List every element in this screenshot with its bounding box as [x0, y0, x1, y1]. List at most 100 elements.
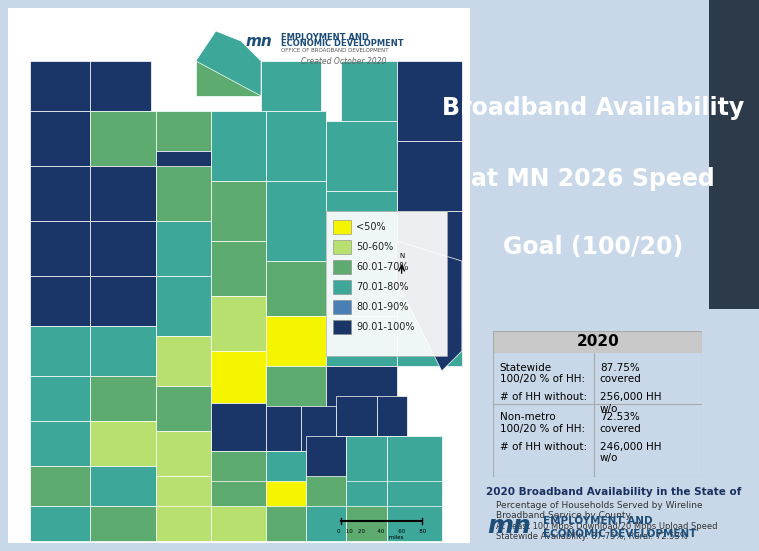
Bar	[261, 61, 321, 111]
Text: N: N	[399, 253, 405, 259]
Bar	[397, 211, 462, 281]
Bar	[90, 326, 156, 376]
Bar	[211, 451, 266, 499]
Bar	[156, 336, 211, 386]
Bar	[266, 506, 306, 541]
Bar	[266, 181, 326, 261]
Text: mn: mn	[246, 34, 272, 48]
Text: mn: mn	[487, 514, 531, 538]
Text: 87.75%: 87.75%	[600, 363, 640, 372]
Text: Created October 2020: Created October 2020	[301, 57, 386, 66]
Bar	[397, 321, 462, 366]
Bar	[333, 220, 351, 234]
Bar	[30, 61, 90, 111]
Bar	[30, 326, 90, 376]
Polygon shape	[397, 241, 462, 371]
Text: 90.01-100%: 90.01-100%	[357, 322, 415, 332]
Bar	[211, 241, 266, 296]
Text: 60.01-70%: 60.01-70%	[357, 262, 409, 272]
Bar	[211, 181, 266, 241]
Bar	[326, 121, 397, 191]
Text: Percentage of Households Served by Wireline: Percentage of Households Served by Wirel…	[496, 501, 702, 510]
Bar	[326, 261, 397, 316]
Bar	[90, 276, 156, 326]
Bar	[211, 481, 266, 521]
Bar	[493, 331, 702, 353]
Bar	[333, 240, 351, 254]
Bar	[333, 280, 351, 294]
Text: EMPLOYMENT AND: EMPLOYMENT AND	[543, 516, 653, 526]
Bar	[90, 221, 156, 276]
Bar	[211, 506, 266, 541]
Bar	[346, 506, 386, 541]
Bar	[90, 421, 156, 466]
Bar	[156, 276, 211, 336]
Bar	[326, 316, 397, 366]
Bar	[333, 300, 351, 314]
Text: 246,000 HH: 246,000 HH	[600, 441, 661, 452]
Text: 72.53%: 72.53%	[600, 412, 640, 423]
Bar	[306, 476, 346, 521]
Bar	[211, 111, 266, 181]
Polygon shape	[196, 31, 261, 96]
Bar	[376, 396, 407, 436]
Bar	[156, 386, 211, 431]
Text: covered: covered	[600, 375, 641, 385]
Bar	[266, 406, 301, 451]
Text: # of HH without:: # of HH without:	[499, 441, 587, 452]
Bar	[90, 466, 156, 506]
Bar	[156, 506, 211, 541]
Bar	[211, 403, 266, 451]
Bar	[266, 451, 306, 496]
Text: w/o: w/o	[600, 453, 618, 463]
Text: ECONOMIC DEVELOPMENT: ECONOMIC DEVELOPMENT	[543, 530, 697, 539]
Text: 100/20 % of HH:: 100/20 % of HH:	[499, 375, 584, 385]
Text: 70.01-80%: 70.01-80%	[357, 282, 409, 292]
Text: 0   10   20       40        60        80
                 miles: 0 10 20 40 60 80 miles	[337, 529, 427, 540]
Bar	[211, 351, 266, 403]
Text: <50%: <50%	[357, 222, 386, 232]
Text: Broadband Availability: Broadband Availability	[442, 96, 744, 120]
Text: Statewide: Statewide	[499, 363, 552, 372]
Bar	[90, 166, 156, 221]
Bar	[306, 506, 346, 541]
Text: 2020 Broadband Availability in the State of: 2020 Broadband Availability in the State…	[487, 487, 742, 497]
Bar	[333, 260, 351, 274]
Bar	[266, 316, 326, 366]
Text: 256,000 HH: 256,000 HH	[600, 392, 661, 402]
Bar	[30, 506, 90, 541]
Bar	[156, 151, 211, 191]
Bar	[306, 436, 346, 496]
Text: EMPLOYMENT AND: EMPLOYMENT AND	[281, 33, 369, 41]
Bar	[266, 481, 306, 521]
Bar	[346, 481, 386, 521]
Bar	[90, 111, 156, 166]
Text: Goal (100/20): Goal (100/20)	[502, 235, 683, 259]
Bar	[90, 61, 150, 111]
Bar	[30, 421, 90, 466]
Bar	[386, 506, 442, 541]
Bar	[333, 320, 351, 334]
Bar	[30, 466, 90, 506]
Text: 50-60%: 50-60%	[357, 242, 394, 252]
Bar	[30, 166, 90, 221]
Bar	[211, 296, 266, 351]
Text: Statewide Availability: 87.75%, Rural: 72.53%: Statewide Availability: 87.75%, Rural: 7…	[496, 532, 688, 542]
Bar	[266, 261, 326, 316]
Bar	[156, 166, 211, 221]
Bar	[266, 366, 326, 411]
Bar	[156, 431, 211, 476]
Bar	[386, 436, 442, 496]
Bar	[196, 61, 261, 96]
Text: Broadband Service by County: Broadband Service by County	[496, 511, 631, 520]
Text: w/o: w/o	[600, 403, 618, 414]
Text: Non-metro: Non-metro	[499, 412, 556, 423]
Bar	[326, 366, 397, 411]
Bar	[266, 111, 326, 181]
Text: 100/20 % of HH:: 100/20 % of HH:	[499, 424, 584, 434]
Bar	[326, 211, 447, 356]
Bar	[156, 476, 211, 521]
Bar	[397, 141, 462, 211]
Bar	[326, 191, 397, 261]
Bar	[397, 61, 462, 141]
